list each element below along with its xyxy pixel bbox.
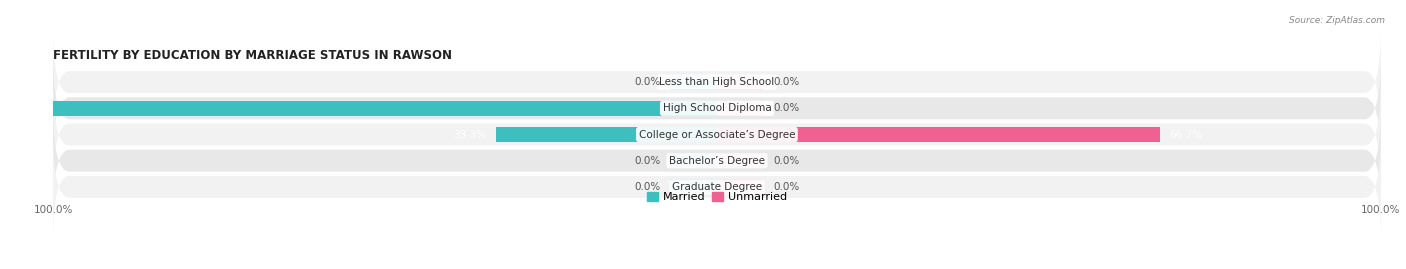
- FancyBboxPatch shape: [53, 54, 1381, 163]
- Text: 0.0%: 0.0%: [773, 182, 800, 192]
- Text: Source: ZipAtlas.com: Source: ZipAtlas.com: [1289, 16, 1385, 25]
- Text: Less than High School: Less than High School: [659, 77, 775, 87]
- Bar: [53, 101, 717, 116]
- Bar: [717, 75, 763, 90]
- Text: 0.0%: 0.0%: [773, 77, 800, 87]
- Bar: [717, 101, 763, 116]
- Text: Graduate Degree: Graduate Degree: [672, 182, 762, 192]
- FancyBboxPatch shape: [53, 28, 1381, 137]
- Text: 0.0%: 0.0%: [634, 182, 661, 192]
- Text: 0.0%: 0.0%: [634, 156, 661, 166]
- Text: 33.3%: 33.3%: [453, 129, 486, 140]
- Text: 0.0%: 0.0%: [773, 103, 800, 113]
- Bar: [496, 127, 717, 142]
- Text: Bachelor’s Degree: Bachelor’s Degree: [669, 156, 765, 166]
- Bar: [671, 75, 717, 90]
- Bar: [717, 153, 763, 168]
- FancyBboxPatch shape: [53, 80, 1381, 189]
- FancyBboxPatch shape: [53, 106, 1381, 215]
- Text: High School Diploma: High School Diploma: [662, 103, 772, 113]
- Bar: [671, 179, 717, 194]
- Legend: Married, Unmarried: Married, Unmarried: [643, 187, 792, 206]
- Text: College or Associate’s Degree: College or Associate’s Degree: [638, 129, 796, 140]
- Bar: [717, 179, 763, 194]
- Text: 0.0%: 0.0%: [773, 156, 800, 166]
- FancyBboxPatch shape: [53, 132, 1381, 241]
- Text: FERTILITY BY EDUCATION BY MARRIAGE STATUS IN RAWSON: FERTILITY BY EDUCATION BY MARRIAGE STATU…: [53, 49, 453, 62]
- Bar: [671, 153, 717, 168]
- Text: 100.0%: 100.0%: [4, 103, 44, 113]
- Text: 66.7%: 66.7%: [1170, 129, 1202, 140]
- Bar: [717, 127, 1160, 142]
- Text: 0.0%: 0.0%: [634, 77, 661, 87]
